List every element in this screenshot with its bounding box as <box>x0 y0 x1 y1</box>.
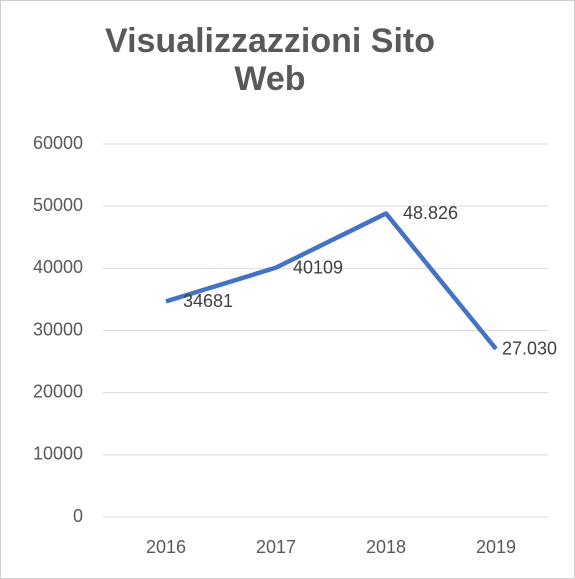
y-tick-label: 50000 <box>33 195 83 215</box>
x-tick-label: 2017 <box>256 537 296 557</box>
y-tick-label: 0 <box>73 506 83 526</box>
y-tick-label: 30000 <box>33 319 83 339</box>
chart-title: Visualizzazzioni Sito Web <box>105 22 435 98</box>
data-label: 48.826 <box>403 203 458 223</box>
y-tick-label: 10000 <box>33 444 83 464</box>
x-tick-label: 2018 <box>366 537 406 557</box>
data-label: 27.030 <box>502 339 557 359</box>
line-series <box>165 211 498 351</box>
y-tick-label: 60000 <box>33 133 83 153</box>
y-tick-label: 20000 <box>33 381 83 401</box>
x-tick-label: 2016 <box>146 537 186 557</box>
data-label: 40109 <box>293 257 343 277</box>
y-tick-label: 40000 <box>33 257 83 277</box>
data-label: 34681 <box>183 291 233 311</box>
x-tick-label: 2019 <box>476 537 516 557</box>
